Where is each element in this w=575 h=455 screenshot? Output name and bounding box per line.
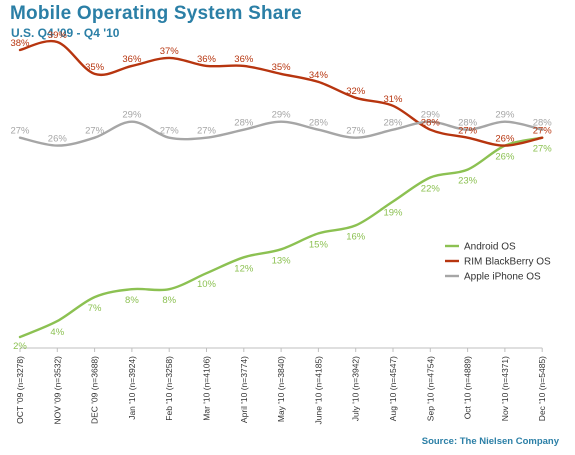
legend-label-rim-blackberry-os: RIM BlackBerry OS (464, 257, 551, 268)
data-label-rim-blackberry-os: 35% (272, 62, 292, 73)
legend-label-apple-iphone-os: Apple iPhone OS (464, 272, 541, 283)
x-tick-label: Nov '10 (n=4371) (500, 356, 510, 421)
data-label-android-os: 27% (533, 144, 553, 155)
data-label-android-os: 19% (383, 207, 403, 218)
chart-subtitle: U.S. Q4 '09 - Q4 '10 (11, 26, 120, 40)
x-tick-label: July '10 (n=3942) (351, 356, 361, 421)
data-label-apple-iphone-os: 29% (495, 110, 515, 121)
x-tick-label: DEC '09 (n=3688) (90, 356, 100, 424)
data-label-android-os: 8% (125, 295, 139, 306)
data-label-rim-blackberry-os: 38% (10, 38, 30, 49)
data-label-android-os: 13% (272, 255, 292, 266)
x-tick-label: Jan '10 (n=3924) (127, 356, 137, 420)
chart-title: Mobile Operating System Share (10, 3, 302, 24)
data-label-apple-iphone-os: 27% (85, 126, 105, 137)
x-tick-label: Aug '10 (n=4547) (388, 356, 398, 421)
x-tick-label: Dec '10 (n=5485) (537, 356, 547, 421)
data-label-apple-iphone-os: 28% (458, 118, 478, 129)
data-label-rim-blackberry-os: 39% (48, 30, 68, 41)
data-label-rim-blackberry-os: 36% (197, 54, 217, 65)
data-label-android-os: 16% (346, 231, 366, 242)
data-label-rim-blackberry-os: 32% (346, 86, 366, 97)
data-label-apple-iphone-os: 26% (48, 134, 68, 145)
data-label-rim-blackberry-os: 31% (383, 94, 403, 105)
data-label-rim-blackberry-os: 28% (421, 118, 441, 129)
data-label-rim-blackberry-os: 37% (160, 46, 180, 57)
series-line-rim-blackberry-os (18, 39, 544, 147)
legend-label-android-os: Android OS (464, 242, 516, 253)
x-tick-label: Sep '10 (n=4754) (425, 356, 435, 421)
x-tick-label: Oct '10 (n=4889) (463, 356, 473, 419)
data-label-apple-iphone-os: 29% (122, 110, 142, 121)
data-label-rim-blackberry-os: 36% (122, 54, 142, 65)
data-label-android-os: 12% (234, 263, 254, 274)
data-label-android-os: 15% (309, 239, 329, 250)
data-label-apple-iphone-os: 27% (197, 126, 217, 137)
data-label-apple-iphone-os: 27% (160, 126, 180, 137)
data-label-android-os: 22% (421, 184, 441, 195)
x-tick-label: Feb '10 (n=3258) (164, 356, 174, 421)
data-label-rim-blackberry-os: 35% (85, 62, 105, 73)
data-label-apple-iphone-os: 28% (309, 118, 329, 129)
data-label-android-os: 26% (495, 152, 515, 163)
data-label-rim-blackberry-os: 26% (495, 134, 515, 145)
x-tick-label: April '10 (n=3774) (239, 356, 249, 423)
data-label-rim-blackberry-os: 27% (458, 126, 478, 137)
data-label-rim-blackberry-os: 27% (533, 126, 553, 137)
data-label-rim-blackberry-os: 34% (309, 70, 329, 81)
data-label-android-os: 8% (162, 295, 176, 306)
source-note: Source: The Nielsen Company (421, 436, 559, 447)
data-label-android-os: 7% (88, 303, 102, 314)
series-line-apple-iphone-os (18, 120, 544, 147)
data-label-apple-iphone-os: 27% (346, 126, 366, 137)
data-label-android-os: 23% (458, 176, 478, 187)
series-line-android-os (18, 136, 544, 339)
data-label-apple-iphone-os: 27% (10, 126, 30, 137)
data-label-apple-iphone-os: 29% (272, 110, 292, 121)
data-label-android-os: 4% (50, 327, 64, 338)
data-label-apple-iphone-os: 28% (234, 118, 254, 129)
x-tick-label: May '10 (n=3840) (276, 356, 286, 422)
x-tick-label: June '10 (n=4185) (313, 356, 323, 425)
data-label-android-os: 10% (197, 279, 217, 290)
data-label-android-os: 2% (13, 341, 27, 352)
x-tick-label: Mar '10 (n=4106) (202, 356, 212, 421)
x-tick-label: NOV '09 (n=3532) (52, 356, 62, 425)
data-label-rim-blackberry-os: 36% (234, 54, 254, 65)
x-tick-label: OCT '09 (n=3278) (15, 356, 25, 424)
data-label-apple-iphone-os: 28% (383, 118, 403, 129)
data-label-apple-iphone-os: 28% (533, 118, 553, 129)
data-label-apple-iphone-os: 29% (421, 110, 441, 121)
